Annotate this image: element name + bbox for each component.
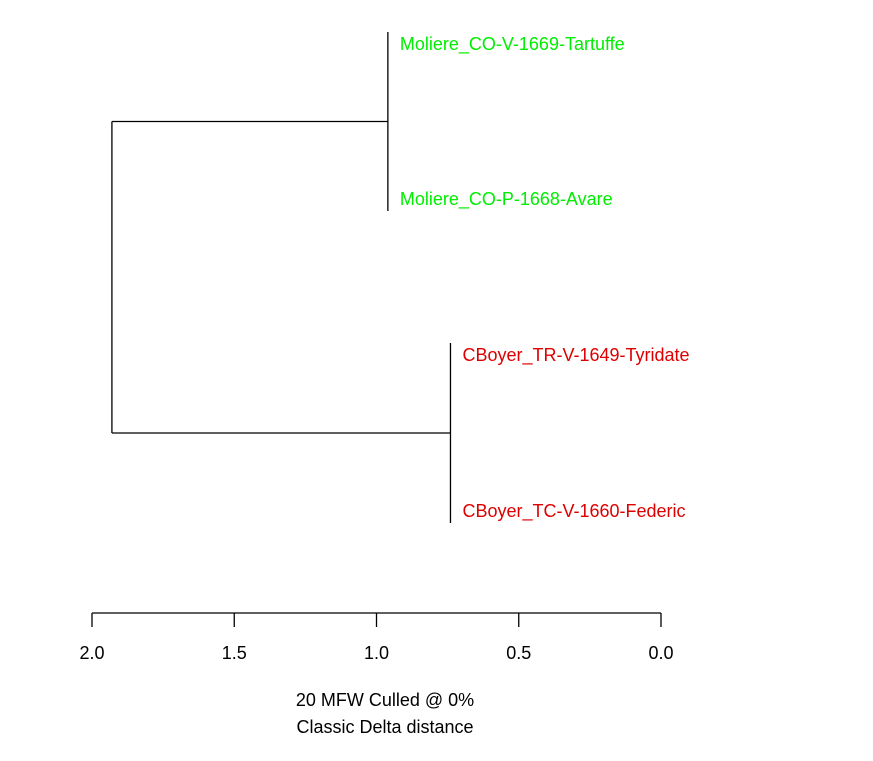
dendrogram-branches bbox=[111, 32, 452, 523]
x-tick-label: 1.5 bbox=[222, 643, 247, 663]
leaf-label: Moliere_CO-V-1669-Tartuffe bbox=[400, 34, 625, 55]
x-axis: 2.0 1.5 1.0 0.5 0.0 bbox=[79, 612, 674, 663]
x-axis-ticks: 2.0 1.5 1.0 0.5 0.0 bbox=[79, 613, 674, 663]
caption-line-2: Classic Delta distance bbox=[296, 717, 473, 737]
x-tick-label: 1.0 bbox=[364, 643, 389, 663]
leaf-label: CBoyer_TR-V-1649-Tyridate bbox=[462, 345, 689, 366]
leaf-label: Moliere_CO-P-1668-Avare bbox=[400, 189, 613, 210]
x-tick-label: 0.0 bbox=[648, 643, 673, 663]
x-tick-label: 2.0 bbox=[79, 643, 104, 663]
x-tick-label: 0.5 bbox=[506, 643, 531, 663]
leaf-labels: Moliere_CO-V-1669-Tartuffe Moliere_CO-P-1… bbox=[400, 34, 690, 522]
leaf-label: CBoyer_TC-V-1660-Federic bbox=[462, 501, 685, 522]
caption-line-1: 20 MFW Culled @ 0% bbox=[296, 690, 474, 710]
